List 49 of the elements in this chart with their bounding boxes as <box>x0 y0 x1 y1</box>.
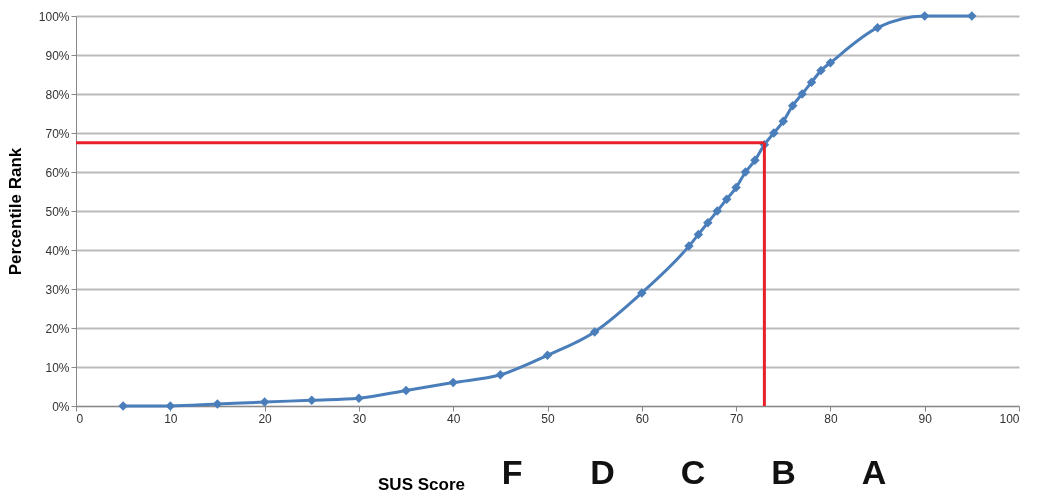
point <box>354 393 364 403</box>
y-tick-label: 90% <box>45 48 70 63</box>
y-tick-label: 40% <box>45 243 70 258</box>
x-tick-label: 90 <box>918 411 933 426</box>
point <box>816 65 826 76</box>
point <box>307 395 317 405</box>
y-tick-label: 20% <box>45 321 70 336</box>
point <box>825 58 836 68</box>
point <box>495 370 506 380</box>
point <box>778 116 788 127</box>
text: A <box>861 453 887 491</box>
x-tick-label: 10 <box>164 411 178 426</box>
point <box>589 327 600 337</box>
text: D <box>590 453 615 491</box>
x-tick-label: 20 <box>258 411 273 426</box>
point <box>787 100 798 111</box>
point <box>750 155 760 166</box>
point <box>703 217 713 228</box>
y-tick-label: 50% <box>45 204 70 219</box>
x-tick-label: 50 <box>541 411 555 426</box>
x-tick-label: 70 <box>729 411 744 426</box>
point <box>740 167 751 177</box>
point <box>448 377 458 388</box>
y-tick-label: 60% <box>45 165 70 180</box>
text: F <box>501 453 523 491</box>
x-tick-label: 30 <box>352 411 367 426</box>
x-tick-label: 80 <box>824 411 838 426</box>
point <box>872 22 883 33</box>
y-tick-label: 80% <box>45 87 70 102</box>
point <box>542 350 553 361</box>
point <box>721 194 732 205</box>
y-tick-label: 0% <box>52 399 70 414</box>
point <box>401 385 411 396</box>
x-axis-title: SUS Score <box>378 474 465 494</box>
y-axis-title: Percentile Rank <box>5 147 25 276</box>
y-tick-label: 70% <box>45 126 70 141</box>
y-tick-label: 10% <box>45 360 70 375</box>
point <box>637 288 647 298</box>
point <box>731 182 741 193</box>
point <box>693 229 704 240</box>
y-tick-label: 100% <box>38 9 70 24</box>
y-tick-label: 30% <box>45 282 70 297</box>
text: C <box>680 453 706 491</box>
x-tick-label: 40 <box>447 411 461 426</box>
x-tick-label: 100 <box>999 411 1020 426</box>
x-tick-label: 60 <box>635 411 650 426</box>
text: B <box>771 453 796 491</box>
point <box>806 77 817 88</box>
x-tick-label: 0 <box>76 411 84 426</box>
